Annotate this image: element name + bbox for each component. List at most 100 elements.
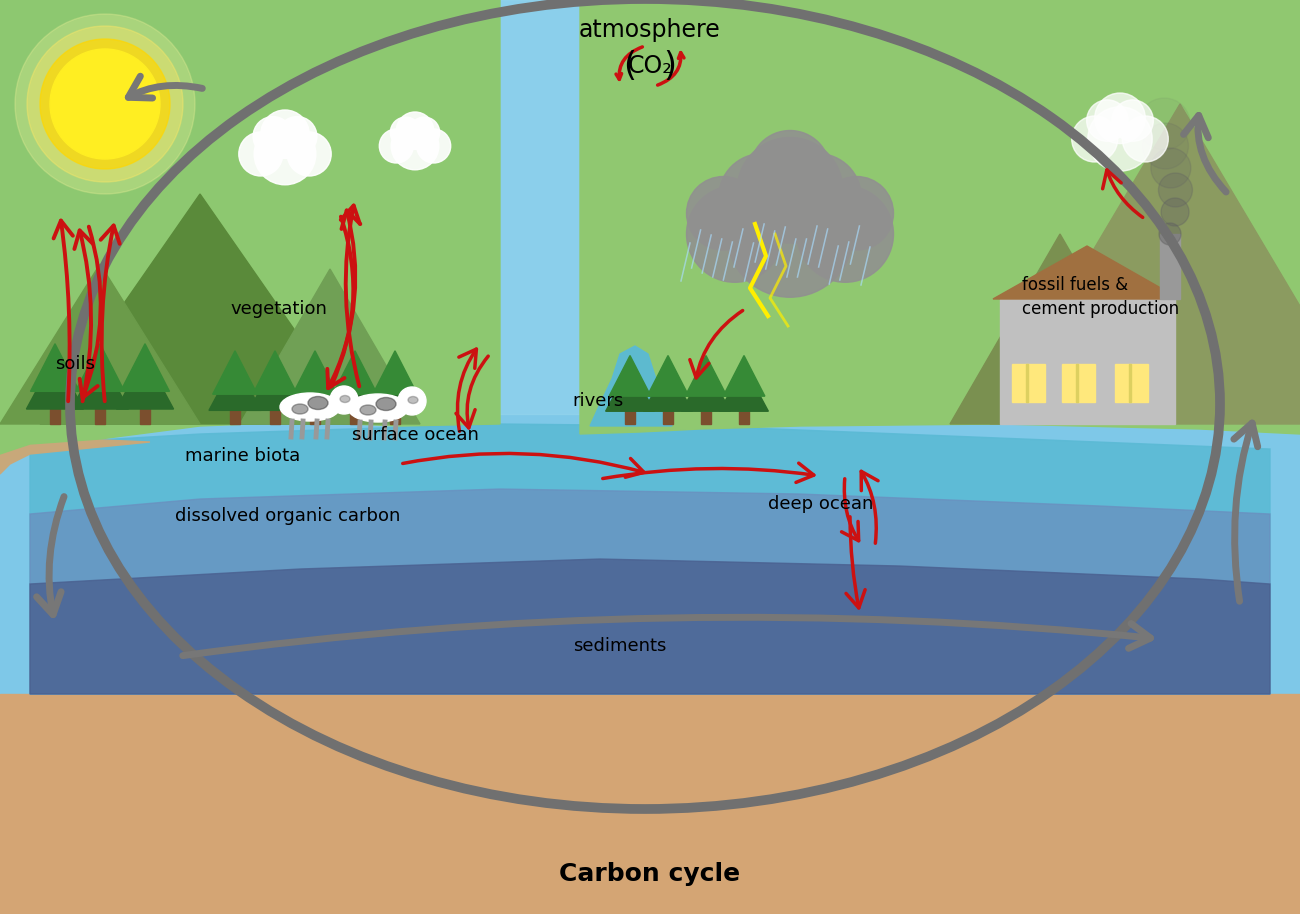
Ellipse shape bbox=[280, 393, 341, 421]
Bar bbox=[1011, 364, 1045, 402]
Circle shape bbox=[1095, 93, 1145, 143]
Circle shape bbox=[774, 154, 862, 241]
Polygon shape bbox=[0, 0, 150, 474]
Text: (: ( bbox=[624, 49, 637, 82]
FancyArrowPatch shape bbox=[603, 463, 814, 483]
Circle shape bbox=[1087, 100, 1128, 142]
Polygon shape bbox=[329, 362, 381, 410]
Circle shape bbox=[727, 171, 853, 297]
Circle shape bbox=[1139, 98, 1191, 150]
Polygon shape bbox=[289, 362, 341, 410]
Circle shape bbox=[380, 129, 413, 163]
Ellipse shape bbox=[341, 396, 350, 402]
Circle shape bbox=[40, 39, 170, 169]
Polygon shape bbox=[30, 489, 1270, 694]
Bar bbox=[701, 408, 711, 424]
Ellipse shape bbox=[308, 397, 328, 409]
Bar bbox=[309, 407, 320, 424]
Ellipse shape bbox=[376, 398, 396, 410]
Circle shape bbox=[1160, 223, 1180, 245]
Circle shape bbox=[1112, 100, 1153, 142]
Polygon shape bbox=[580, 0, 1300, 434]
Text: sediments: sediments bbox=[573, 637, 667, 655]
Polygon shape bbox=[75, 344, 125, 391]
Polygon shape bbox=[720, 366, 768, 411]
Circle shape bbox=[820, 176, 893, 250]
Ellipse shape bbox=[360, 405, 376, 415]
Polygon shape bbox=[121, 344, 169, 391]
FancyArrowPatch shape bbox=[53, 220, 73, 401]
Circle shape bbox=[254, 117, 292, 156]
Circle shape bbox=[390, 117, 421, 148]
Circle shape bbox=[1158, 173, 1192, 207]
FancyArrowPatch shape bbox=[690, 311, 742, 377]
Bar bbox=[140, 405, 150, 424]
Circle shape bbox=[391, 122, 439, 170]
Bar bbox=[738, 408, 749, 424]
Polygon shape bbox=[606, 366, 654, 411]
FancyArrowPatch shape bbox=[456, 356, 489, 428]
Text: deep ocean: deep ocean bbox=[768, 495, 874, 513]
FancyArrowPatch shape bbox=[183, 617, 1150, 655]
Polygon shape bbox=[72, 356, 129, 409]
Polygon shape bbox=[644, 366, 693, 411]
Polygon shape bbox=[26, 356, 83, 409]
FancyArrowPatch shape bbox=[841, 479, 859, 541]
FancyArrowPatch shape bbox=[403, 453, 644, 477]
FancyArrowPatch shape bbox=[332, 210, 360, 387]
Polygon shape bbox=[0, 264, 200, 424]
Bar bbox=[1026, 364, 1028, 402]
Bar bbox=[270, 407, 280, 424]
Circle shape bbox=[27, 26, 183, 182]
Bar bbox=[390, 407, 400, 424]
Polygon shape bbox=[373, 351, 417, 394]
Bar bbox=[1115, 364, 1148, 402]
Polygon shape bbox=[0, 0, 1300, 414]
FancyArrowPatch shape bbox=[861, 472, 878, 543]
Text: CO₂: CO₂ bbox=[628, 54, 672, 78]
Bar bbox=[95, 405, 105, 424]
Ellipse shape bbox=[348, 394, 408, 422]
Circle shape bbox=[277, 117, 317, 156]
Polygon shape bbox=[0, 0, 500, 454]
Circle shape bbox=[1150, 148, 1191, 188]
Polygon shape bbox=[240, 269, 420, 424]
Circle shape bbox=[1161, 198, 1190, 226]
Text: fossil fuels &
cement production: fossil fuels & cement production bbox=[1022, 276, 1179, 318]
Circle shape bbox=[396, 112, 434, 149]
Circle shape bbox=[330, 386, 358, 414]
Polygon shape bbox=[117, 356, 174, 409]
Polygon shape bbox=[333, 351, 377, 394]
Circle shape bbox=[398, 387, 426, 415]
Polygon shape bbox=[723, 356, 764, 396]
FancyArrowPatch shape bbox=[1234, 423, 1257, 601]
Text: atmosphere: atmosphere bbox=[578, 18, 722, 42]
Polygon shape bbox=[610, 356, 651, 396]
Bar bbox=[1128, 364, 1131, 402]
Ellipse shape bbox=[292, 404, 308, 414]
Polygon shape bbox=[681, 366, 731, 411]
Polygon shape bbox=[292, 351, 337, 394]
Polygon shape bbox=[0, 694, 1300, 914]
Polygon shape bbox=[209, 362, 261, 410]
Circle shape bbox=[417, 129, 451, 163]
Circle shape bbox=[255, 123, 316, 185]
Circle shape bbox=[1088, 107, 1152, 171]
Text: rivers: rivers bbox=[572, 392, 623, 410]
Text: dissolved organic carbon: dissolved organic carbon bbox=[176, 507, 400, 525]
Text: vegetation: vegetation bbox=[230, 300, 326, 318]
FancyArrowPatch shape bbox=[36, 496, 64, 615]
Text: soils: soils bbox=[55, 355, 95, 373]
Circle shape bbox=[737, 137, 842, 243]
Polygon shape bbox=[993, 246, 1180, 299]
Text: surface ocean: surface ocean bbox=[351, 426, 478, 444]
Ellipse shape bbox=[408, 397, 419, 403]
Polygon shape bbox=[30, 424, 1270, 694]
Text: ): ) bbox=[663, 49, 676, 82]
Polygon shape bbox=[685, 356, 727, 396]
Polygon shape bbox=[252, 351, 298, 394]
Bar bbox=[230, 407, 240, 424]
Circle shape bbox=[797, 186, 893, 282]
Circle shape bbox=[287, 132, 332, 176]
Circle shape bbox=[261, 110, 309, 158]
